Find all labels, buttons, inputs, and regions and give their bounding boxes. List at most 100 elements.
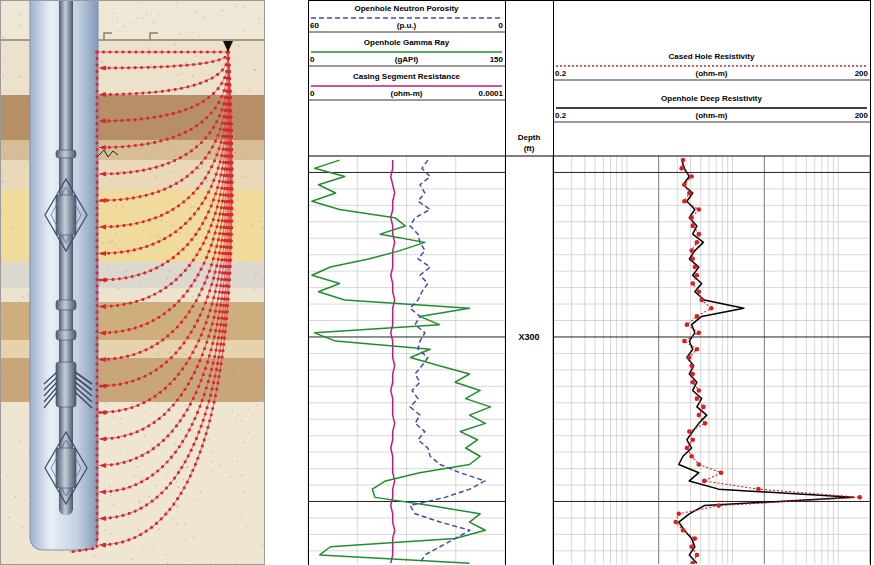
grid-line xyxy=(709,156,710,564)
speckle xyxy=(154,439,155,440)
log-point xyxy=(697,232,702,237)
speckle xyxy=(148,496,149,497)
speckle xyxy=(168,271,169,272)
grid-line xyxy=(722,156,723,564)
speckle xyxy=(174,156,175,157)
top-border xyxy=(308,0,871,1)
speckle xyxy=(212,470,213,471)
grid-line xyxy=(553,435,870,436)
current-path xyxy=(99,52,229,201)
speckle xyxy=(113,12,114,13)
speckle xyxy=(244,6,245,7)
scale-label: 0 xyxy=(310,55,315,64)
electrode-arm xyxy=(44,372,57,384)
speckle xyxy=(234,152,235,153)
speckle xyxy=(237,414,238,415)
track-border xyxy=(553,0,554,565)
grid-line xyxy=(553,254,870,255)
speckle xyxy=(120,418,121,419)
current-path xyxy=(70,52,97,552)
speckle xyxy=(173,518,174,519)
speckle xyxy=(219,464,220,465)
speckle xyxy=(113,504,114,505)
depth-title: Depth xyxy=(518,133,541,142)
speckle xyxy=(118,248,119,249)
grid-line xyxy=(308,320,505,321)
grid-line xyxy=(553,188,870,189)
log-point xyxy=(690,437,695,442)
speckle xyxy=(129,254,130,255)
log-background xyxy=(308,0,870,565)
centralizer xyxy=(45,179,87,251)
log-point xyxy=(687,355,692,360)
speckle xyxy=(144,99,145,100)
speckle xyxy=(114,244,115,245)
grid-line xyxy=(806,156,807,564)
speckle xyxy=(14,397,15,398)
grid-line xyxy=(553,517,870,518)
speckle xyxy=(116,205,117,206)
log-point xyxy=(697,388,702,393)
speckle xyxy=(12,90,13,91)
speckle xyxy=(117,17,118,18)
legend-line xyxy=(311,85,502,87)
current-arrow xyxy=(99,66,106,71)
speckle xyxy=(185,405,186,406)
current-path xyxy=(99,52,228,121)
speckle xyxy=(212,270,213,271)
speckle xyxy=(185,539,186,540)
speckle xyxy=(187,467,188,468)
speckle xyxy=(178,487,179,488)
speckle xyxy=(193,537,194,538)
speckle xyxy=(144,129,145,130)
current-path xyxy=(99,52,232,545)
log-point xyxy=(719,470,724,475)
log-point xyxy=(697,413,702,418)
scale-label: 200 xyxy=(855,111,869,120)
speckle xyxy=(23,296,24,297)
speckle xyxy=(244,30,245,31)
speckle xyxy=(196,56,197,57)
speckle xyxy=(157,274,158,275)
current-path xyxy=(99,52,230,360)
speckle xyxy=(248,432,249,433)
speckle xyxy=(166,554,167,555)
speckle xyxy=(6,476,7,477)
speckle xyxy=(206,181,207,182)
speckle xyxy=(141,17,142,18)
speckle xyxy=(139,284,140,285)
speckle xyxy=(210,108,211,109)
current-arrow xyxy=(99,225,106,230)
speckle xyxy=(112,360,113,361)
speckle xyxy=(203,17,204,18)
grid-line xyxy=(553,205,870,206)
speckle xyxy=(111,241,112,242)
speckle xyxy=(11,559,12,560)
electrode-arm xyxy=(44,392,57,408)
speckle xyxy=(3,361,4,362)
log-point xyxy=(709,306,714,311)
log-point xyxy=(689,248,694,253)
speckle xyxy=(150,64,151,65)
header-separator xyxy=(553,80,870,81)
speckle xyxy=(238,46,239,47)
log-point xyxy=(695,273,700,278)
speckle xyxy=(22,527,23,528)
speckle xyxy=(5,312,6,313)
log-point xyxy=(695,553,700,558)
current-path xyxy=(99,52,228,68)
grid-line xyxy=(553,550,870,551)
speckle xyxy=(174,44,175,45)
grid-line xyxy=(308,221,505,222)
header-separator xyxy=(308,100,505,101)
speckle xyxy=(172,148,173,149)
speckle xyxy=(121,171,122,172)
grid-line xyxy=(308,353,505,354)
speckle xyxy=(137,18,138,19)
speckle xyxy=(22,323,23,324)
speckle xyxy=(124,26,125,27)
speckle xyxy=(151,391,152,392)
track-title: Cased Hole Resistivity xyxy=(669,52,755,61)
current-arrow xyxy=(99,463,106,468)
grid-line xyxy=(833,156,834,564)
